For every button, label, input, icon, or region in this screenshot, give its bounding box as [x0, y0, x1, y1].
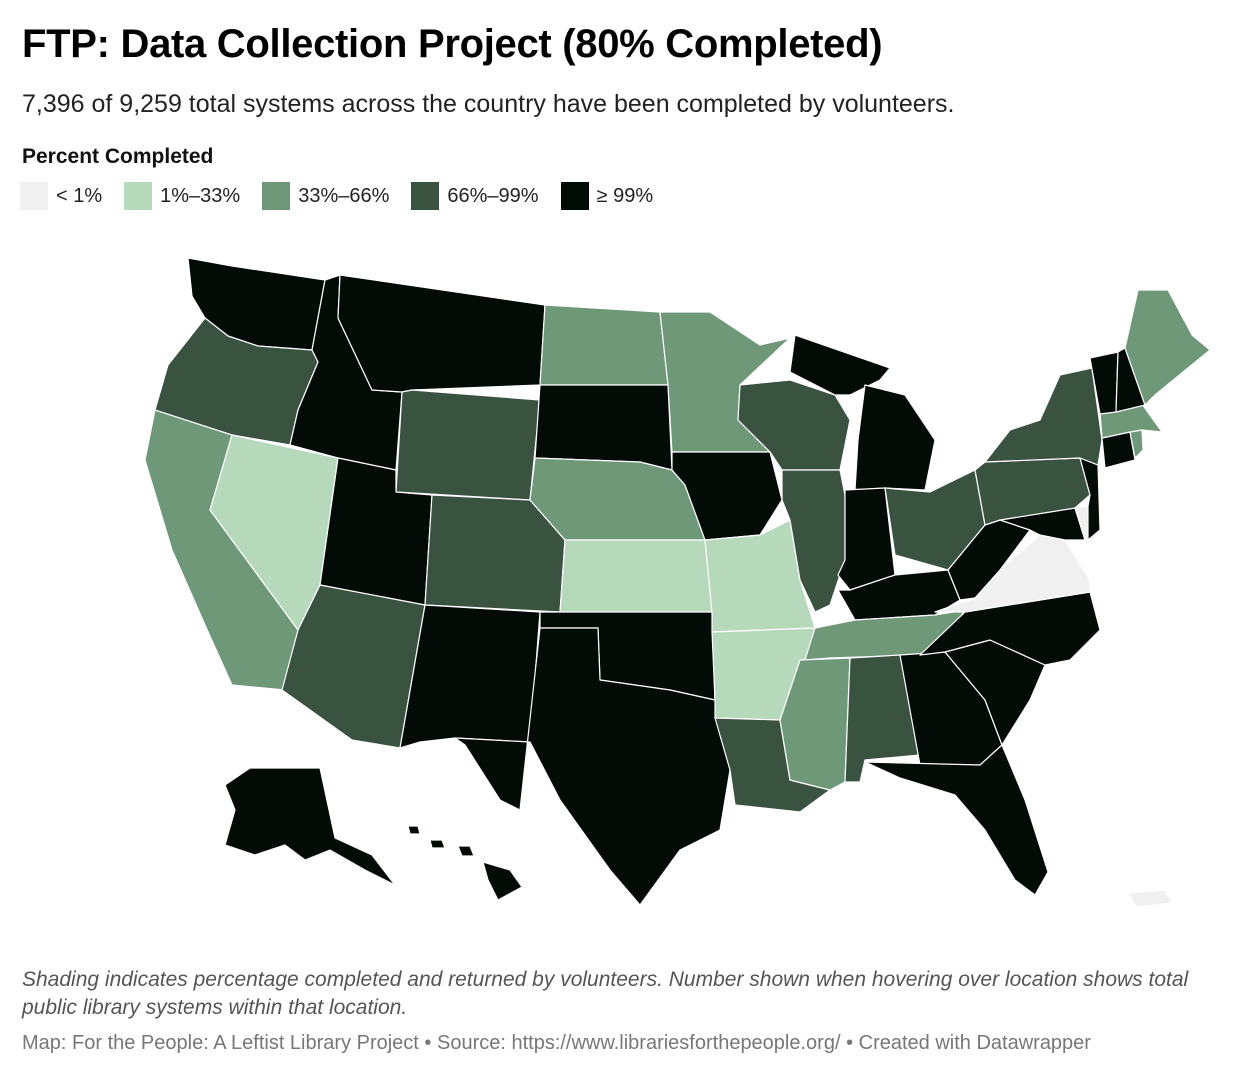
state-HI-big[interactable] [482, 861, 523, 901]
legend-label: 33%–66% [298, 184, 390, 207]
legend-item-lt1: < 1% [20, 182, 102, 210]
page-title: FTP: Data Collection Project (80% Comple… [22, 22, 883, 66]
legend-swatch [411, 182, 440, 210]
legend: < 1% 1%–33% 33%–66% 66%–99% ≥ 99% [20, 182, 675, 210]
state-FL[interactable] [864, 744, 1049, 896]
legend-swatch [560, 182, 589, 210]
state-KS[interactable] [559, 539, 713, 613]
map-footer: Map: For the People: A Leftist Library P… [22, 1032, 1091, 1054]
legend-swatch [124, 182, 153, 210]
state-MT[interactable] [337, 274, 546, 393]
state-NM[interactable] [399, 604, 541, 749]
state-AK[interactable] [224, 767, 396, 886]
legend-swatch [262, 182, 291, 210]
state-PR[interactable] [1127, 889, 1173, 908]
state-ND[interactable] [539, 304, 669, 386]
page-subtitle: 7,396 of 9,259 total systems across the … [22, 90, 955, 118]
state-WY[interactable] [395, 389, 541, 501]
state-MI[interactable] [789, 334, 891, 396]
legend-label: 1%–33% [160, 184, 241, 207]
map-notes: Shading indicates percentage completed a… [22, 968, 1189, 1019]
legend-item-1-33: 1%–33% [124, 182, 240, 210]
state-MI-lower[interactable] [854, 384, 936, 491]
legend-item-ge99: ≥ 99% [560, 182, 654, 210]
us-choropleth-map [144, 257, 1211, 908]
state-NY[interactable] [984, 367, 1103, 466]
legend-label: < 1% [56, 184, 103, 207]
state-TX[interactable] [454, 627, 731, 906]
legend-title: Percent Completed [22, 145, 214, 168]
state-HI-oahu[interactable] [429, 839, 446, 849]
state-SD[interactable] [534, 384, 673, 471]
state-IN[interactable] [837, 487, 896, 591]
legend-item-66-99: 66%–99% [411, 182, 539, 210]
state-HI-maui[interactable] [457, 845, 475, 857]
state-HI-kauai[interactable] [407, 825, 421, 835]
legend-item-33-66: 33%–66% [262, 182, 389, 210]
state-MO[interactable] [704, 519, 816, 633]
state-IL[interactable] [781, 469, 846, 613]
legend-label: ≥ 99% [596, 184, 654, 207]
legend-label: 66%–99% [447, 184, 539, 207]
state-ME[interactable] [1124, 289, 1211, 406]
legend-swatch [20, 182, 48, 210]
